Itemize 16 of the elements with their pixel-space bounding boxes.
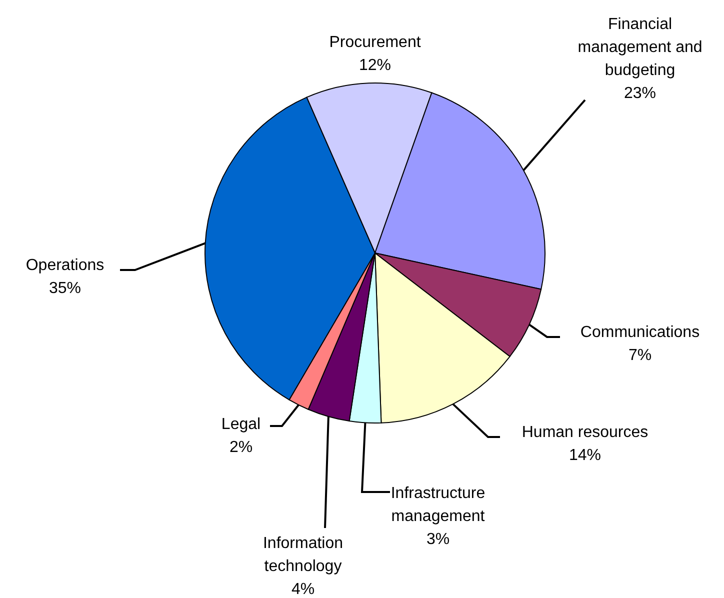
- slice-label: Legal: [221, 416, 261, 433]
- data-label: 35%: [48, 280, 82, 297]
- data-label: 4%: [291, 581, 315, 598]
- data-label: 23%: [624, 85, 656, 102]
- slice-label: Human resources: [522, 424, 648, 441]
- slice-label: Operations: [26, 257, 104, 274]
- data-label: 3%: [426, 531, 450, 548]
- slice-label: Infrastructure management: [390, 485, 486, 525]
- data-label: 2%: [229, 439, 253, 456]
- data-label: 7%: [628, 347, 652, 364]
- slice-label: Information technology: [262, 535, 344, 575]
- slice-label: Financial management and budgeting: [578, 16, 702, 79]
- slice-label: Procurement: [329, 34, 422, 51]
- legend-label: Communications: [580, 324, 700, 341]
- data-label: 14%: [568, 447, 602, 464]
- data-label: 12%: [358, 57, 392, 74]
